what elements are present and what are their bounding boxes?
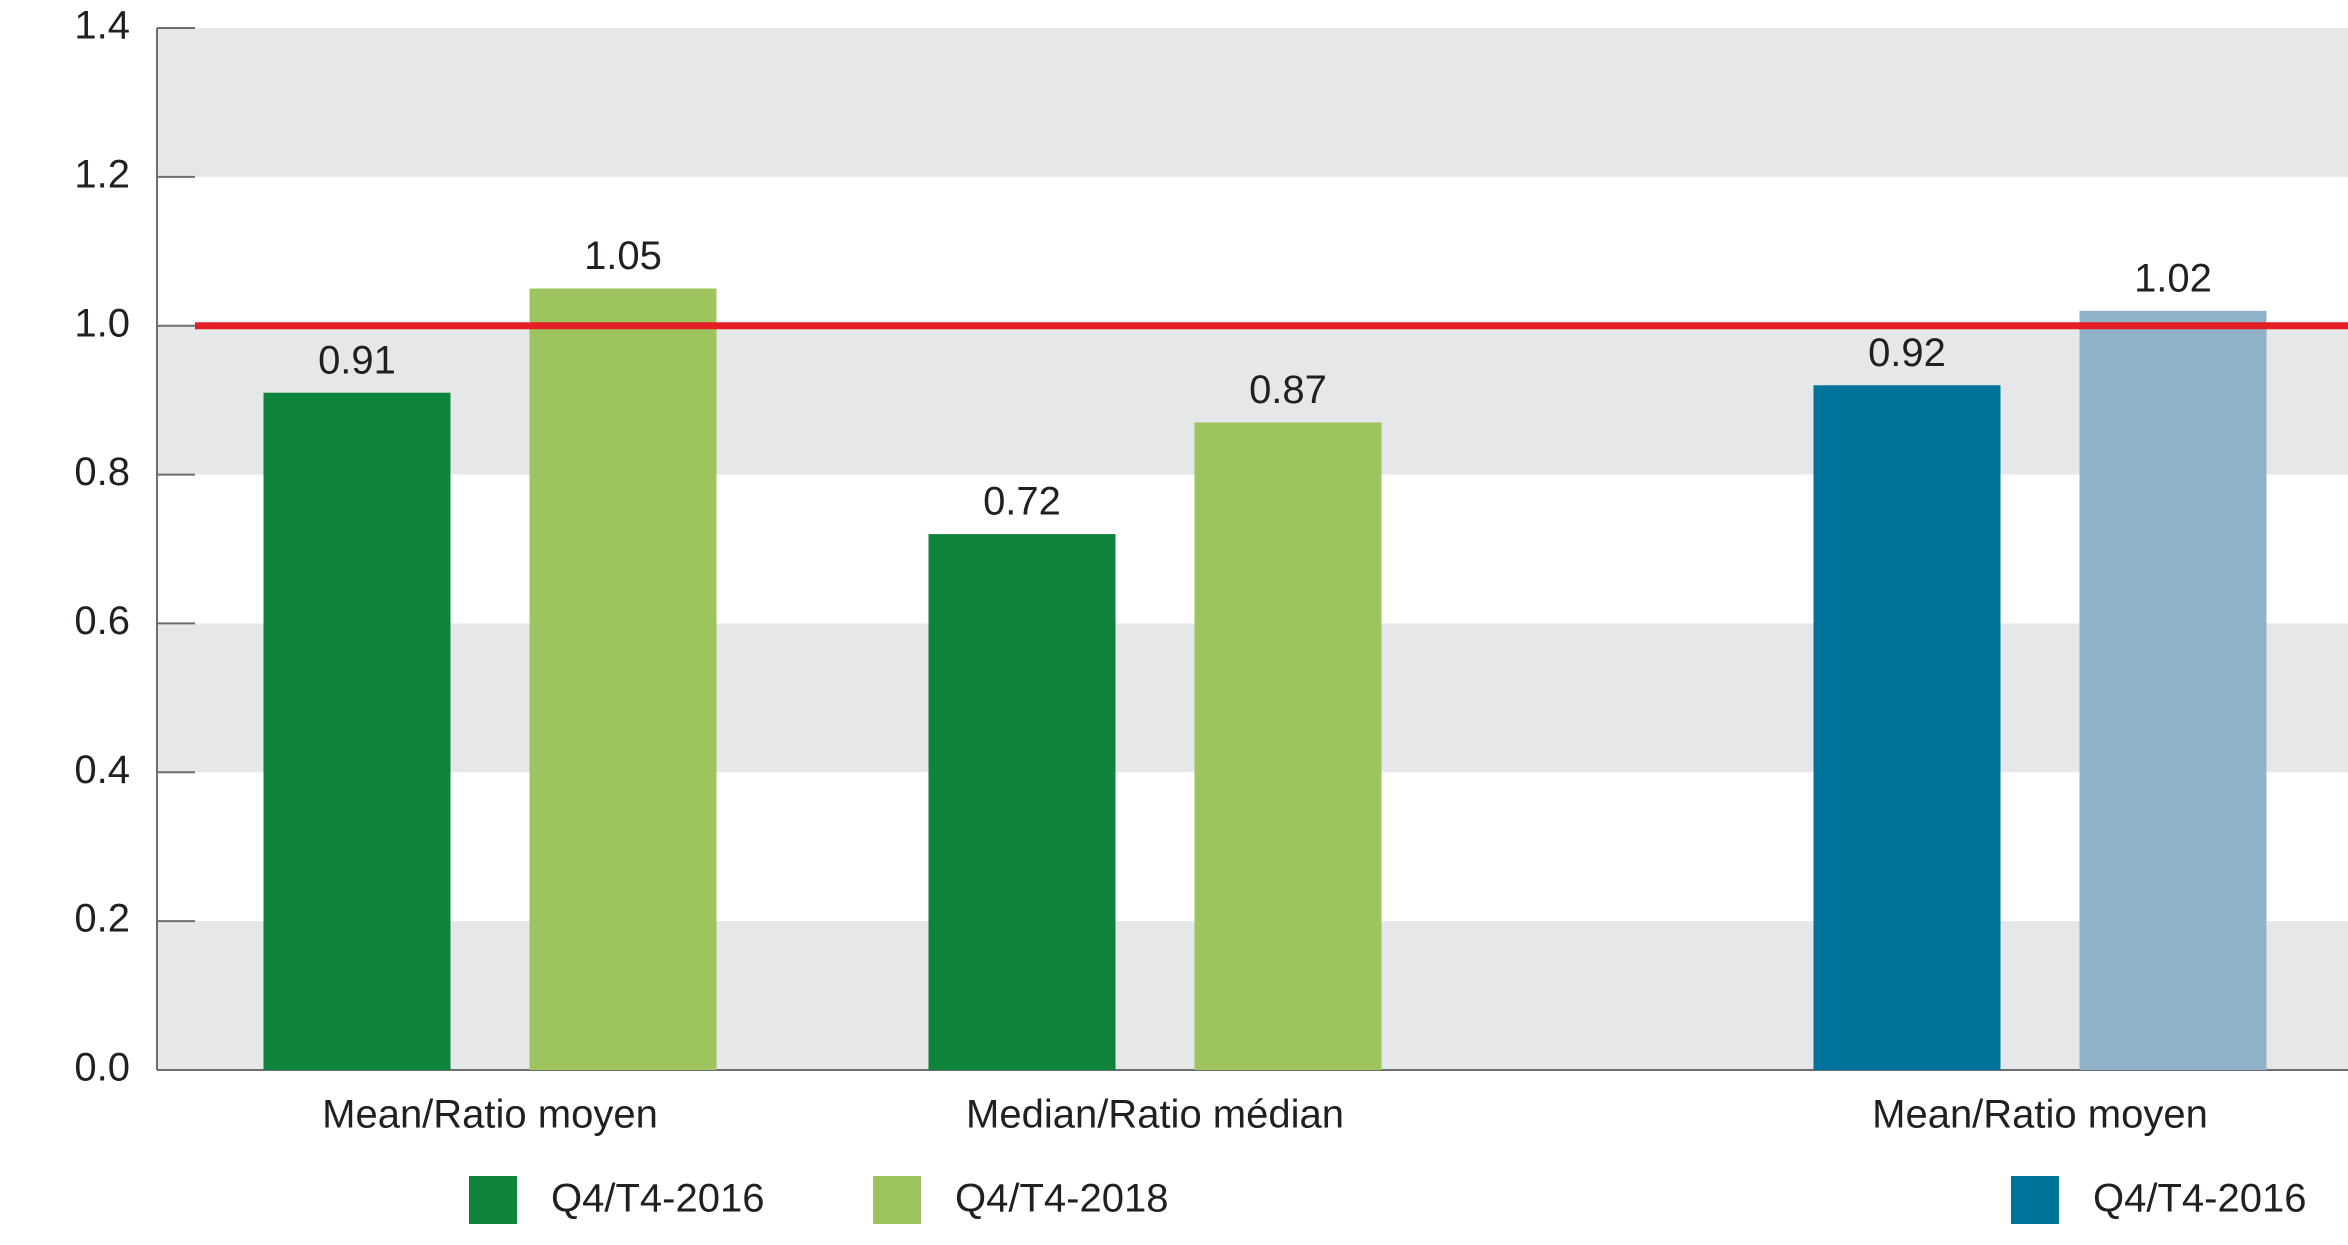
y-tick-label: 0.8 [74,450,130,494]
legend-label: Q4/T4-2018 [955,1177,1168,1221]
data-label: 0.91 [318,338,396,382]
y-tick-label: 1.4 [74,4,130,48]
data-label: 1.05 [584,234,662,278]
y-tick-label: 0.4 [74,748,130,792]
bar [529,288,717,1070]
legend-label: Q4/T4-2016 [551,1177,764,1221]
bar [263,392,451,1070]
legend-swatch [469,1176,517,1224]
y-tick-label: 0.2 [74,897,130,941]
y-tick-label: 1.0 [74,301,130,345]
x-tick-label: Mean/Ratio moyen [322,1093,658,1137]
bar [928,534,1116,1070]
y-tick-label: 0.6 [74,599,130,643]
x-tick-label: Median/Ratio médian [966,1093,1344,1137]
bar [1813,385,2001,1070]
data-label: 1.02 [2134,256,2212,300]
grid-band [157,28,2348,177]
legend-label: Q4/T4-2016 [2093,1177,2306,1221]
data-label: 0.87 [1249,368,1327,412]
y-tick-label: 1.2 [74,152,130,196]
data-label: 0.72 [983,480,1061,524]
data-label: 0.92 [1868,331,1946,375]
y-tick-label: 0.0 [74,1046,130,1090]
x-tick-label: Mean/Ratio moyen [1872,1093,2208,1137]
bar [2079,310,2267,1070]
legend-swatch [2011,1176,2059,1224]
bar [1194,422,1382,1070]
legend-swatch [873,1176,921,1224]
